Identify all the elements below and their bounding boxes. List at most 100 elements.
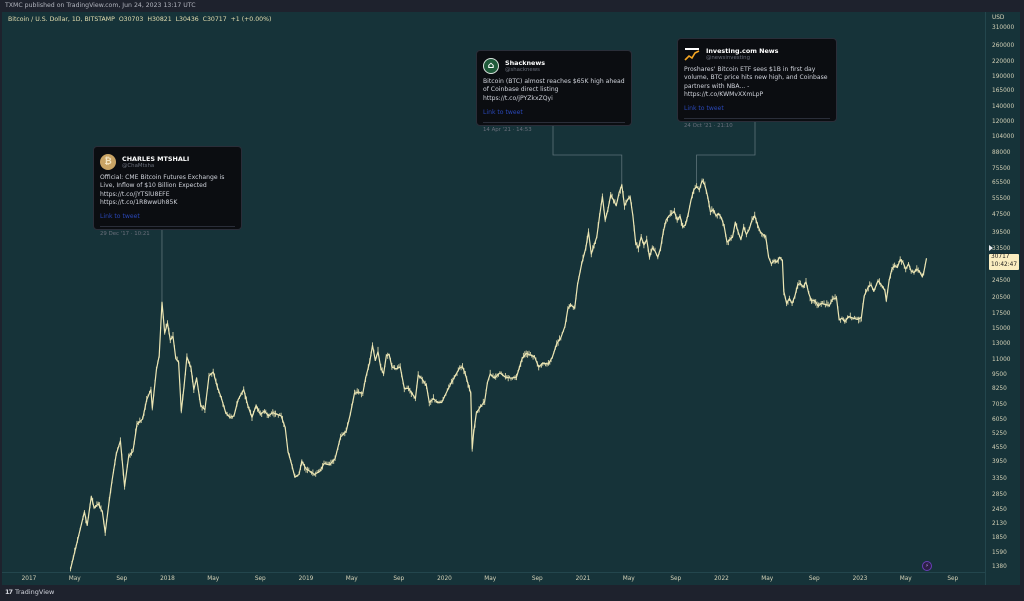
price-tick-label: 2850 [992, 491, 1007, 498]
tweet-connector-line [696, 122, 756, 184]
footer-bar: 17 TradingView [0, 585, 1024, 601]
price-tick-label: 220000 [992, 59, 1015, 66]
time-axis[interactable]: 2017 May Sep 2018 May Sep 2019 May Sep 2020 May Sep… [2, 572, 985, 585]
price-tick-label: 33500 [992, 246, 1011, 253]
shacknews-avatar-icon: ⌂ [483, 58, 499, 74]
event-marker-icon[interactable]: ⚡ [922, 561, 932, 571]
price-tick-label: 260000 [992, 42, 1015, 49]
price-tick-label: 1380 [992, 564, 1007, 570]
price-tick-label: 88000 [992, 150, 1011, 157]
tweet-callout-shacknews[interactable]: ⌂ Shacknews @shacknews Bitcoin (BTC) alm… [476, 50, 632, 133]
symbol-legend: Bitcoin / U.S. Dollar, 1D, BITSTAMP O307… [8, 16, 271, 23]
publish-info-bar: TXMC published on TradingView.com, Jun 2… [0, 0, 1024, 12]
time-tick-label: Sep [670, 576, 682, 582]
price-tick-label: 4550 [992, 445, 1007, 452]
price-tick-label: 20500 [992, 295, 1011, 302]
time-tick-label: May [899, 576, 912, 582]
last-price-label: 30717 10:42:47 [989, 254, 1019, 270]
price-tick-label: 5250 [992, 430, 1007, 437]
price-tick-label: 15000 [992, 326, 1011, 333]
time-tick-label: Sep [808, 576, 820, 582]
link-to-tweet[interactable]: Link to tweet [100, 213, 140, 221]
price-change: +1 (+0.00%) [230, 16, 272, 23]
bar-countdown: 10:42:47 [991, 261, 1018, 268]
time-tick-label: May [622, 576, 635, 582]
price-tick-label: 104000 [992, 133, 1015, 140]
tweet-date: 14 Apr '21 · 14:53 [483, 122, 625, 134]
time-tick-label: May [484, 576, 497, 582]
tweet-author: Investing.com News [706, 46, 779, 55]
price-tick-label: 9500 [992, 371, 1007, 378]
price-tick-label: 24500 [992, 277, 1011, 284]
tweet-connector-line [552, 126, 623, 186]
time-tick-label: 2023 [852, 576, 868, 582]
price-plot[interactable] [2, 12, 985, 572]
bitcoin-avatar-icon: ₿ [100, 154, 116, 170]
tweet-author: CHARLES MTSHALI [122, 154, 190, 163]
tweet-handle: @shacknews [505, 66, 540, 73]
currency-label: USD [992, 15, 1005, 21]
price-tick-label: 1850 [992, 534, 1007, 541]
symbol-label: Bitcoin / U.S. Dollar, 1D, BITSTAMP [8, 16, 115, 23]
investing-avatar-icon [684, 46, 700, 62]
time-tick-label: May [207, 576, 220, 582]
time-tick-label: 2018 [160, 576, 175, 582]
tweet-date: 24 Oct '21 · 21:10 [684, 118, 830, 130]
time-tick-label: Sep [254, 576, 266, 582]
price-tick-label: 140000 [992, 104, 1015, 111]
price-tick-label: 7050 [992, 401, 1007, 408]
tradingview-logo-icon: 17 [5, 588, 13, 596]
link-to-tweet[interactable]: Link to tweet [483, 108, 523, 116]
time-tick-label: 2022 [714, 576, 729, 582]
price-tick-label: 55500 [992, 196, 1011, 203]
price-tick-label: 3350 [992, 475, 1007, 482]
tweet-text: Bitcoin (BTC) almost reaches $65K high a… [483, 78, 625, 102]
tweet-date: 29 Dec '17 · 10:21 [100, 226, 235, 238]
price-tick-label: 47500 [992, 211, 1011, 218]
price-axis[interactable]: USD 30717 10:42:47 310000 260000 220000 190… [985, 12, 1020, 585]
price-tick-label: 3950 [992, 459, 1007, 466]
price-tick-label: 310000 [992, 25, 1015, 31]
crosshair-marker-icon [989, 245, 993, 251]
price-tick-label: 2130 [992, 520, 1007, 527]
line-chart-icon [684, 48, 700, 61]
link-to-tweet[interactable]: Link to tweet [684, 105, 724, 113]
ohlc-close: C30717 [202, 16, 227, 23]
price-tick-label: 11000 [992, 357, 1011, 364]
publisher-text: TXMC published on TradingView.com, Jun 2… [5, 2, 196, 9]
tradingview-logo[interactable]: 17 TradingView [5, 588, 54, 596]
tweet-handle: @newsinvesting [706, 54, 751, 61]
time-tick-label: 2019 [298, 576, 314, 582]
time-tick-label: May [761, 576, 774, 582]
price-tick-label: 75500 [992, 165, 1011, 172]
ohlc-high: H30821 [147, 16, 172, 23]
ohlc-low: L30436 [175, 16, 199, 23]
price-tick-label: 2450 [992, 506, 1007, 513]
ohlc-open: O30703 [118, 16, 144, 23]
time-tick-label: 2017 [21, 576, 37, 582]
time-tick-label: May [68, 576, 81, 582]
time-tick-label: Sep [393, 576, 405, 582]
time-tick-label: 2020 [437, 576, 452, 582]
time-tick-label: 2021 [575, 576, 591, 582]
tweet-author: Shacknews [505, 58, 546, 67]
chart-pane[interactable]: Bitcoin / U.S. Dollar, 1D, BITSTAMP O307… [2, 12, 1020, 585]
price-line [69, 179, 928, 570]
tweet-text: Proshares' Bitcoin ETF sees $1B in first… [684, 66, 828, 98]
tweet-text: Official: CME Bitcoin Futures Exchange i… [100, 174, 225, 206]
price-tick-label: 65500 [992, 179, 1011, 186]
price-tick-label: 6050 [992, 416, 1007, 423]
time-tick-label: May [345, 576, 358, 582]
time-tick-label: Sep [531, 576, 543, 582]
brand-name: TradingView [15, 588, 55, 596]
tweet-handle: @ChaMtsha [122, 162, 155, 169]
price-tick-label: 190000 [992, 73, 1015, 80]
price-tick-label: 8250 [992, 385, 1007, 392]
tweet-callout-investing[interactable]: Investing.com News @newsinvesting Prosha… [677, 38, 837, 129]
time-tick-label: Sep [116, 576, 128, 582]
tweet-callout-cme[interactable]: ₿ CHARLES MTSHALI @ChaMtsha Official: CM… [93, 146, 242, 237]
time-tick-label: Sep [947, 576, 959, 582]
price-tick-label: 165000 [992, 87, 1015, 94]
price-tick-label: 1590 [992, 549, 1007, 556]
